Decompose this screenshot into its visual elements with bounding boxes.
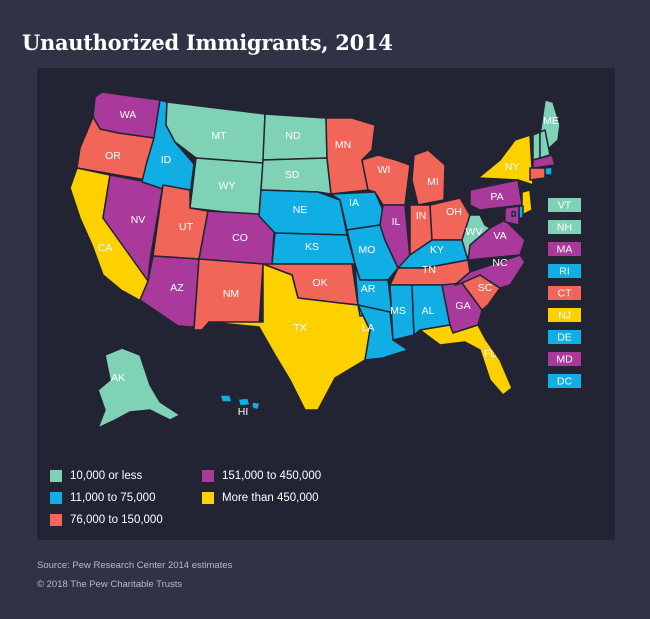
legend-swatch (202, 492, 214, 504)
state-label-hi: HI (238, 406, 249, 418)
state-tag-dc (548, 374, 581, 388)
legend-item: 11,000 to 75,000 (50, 492, 155, 504)
state-tag-ct (548, 286, 581, 300)
state-label-pa: PA (490, 191, 503, 203)
state-ri (544, 166, 553, 176)
state-tag-label-de: DE (557, 331, 572, 343)
legend-label: 76,000 to 150,000 (70, 514, 163, 526)
source-note: Source: Pew Research Center 2014 estimat… (37, 560, 233, 571)
state-label-al: AL (422, 305, 435, 317)
legend-label: 10,000 or less (70, 470, 143, 482)
state-label-mi: MI (427, 176, 439, 188)
state-label-ak: AK (111, 372, 125, 384)
legend-label: More than 450,000 (222, 492, 319, 504)
state-tag-nh (548, 220, 581, 234)
state-tag-de (548, 330, 581, 344)
state-label-tn: TN (422, 264, 436, 276)
state-label-la: LA (362, 322, 375, 334)
legend-item: 151,000 to 450,000 (202, 470, 321, 482)
legend-swatch (202, 470, 214, 482)
legend-swatch (50, 514, 62, 526)
state-tag-label-dc: DC (557, 375, 573, 387)
state-tag-label-ma: MA (557, 243, 573, 255)
state-tag-label-vt: VT (558, 199, 572, 211)
state-tag-label-md: MD (556, 353, 573, 365)
state-hi (219, 394, 261, 411)
state-label-ks: KS (305, 241, 319, 253)
state-fl (419, 324, 513, 396)
state-vt (532, 131, 541, 161)
state-dc (511, 211, 516, 217)
state-label-mn: MN (335, 139, 351, 151)
state-label-ny: NY (505, 161, 520, 173)
state-ct (529, 167, 546, 181)
state-tag-ma (548, 242, 581, 256)
state-tag-vt (548, 198, 581, 212)
legend-swatch (50, 492, 62, 504)
state-label-fl: FL (484, 348, 496, 360)
state-label-id: ID (161, 154, 172, 166)
state-label-ia: IA (349, 197, 359, 209)
state-label-wv: WV (466, 226, 483, 238)
state-label-ut: UT (179, 221, 194, 233)
state-ny (477, 134, 534, 186)
state-la (357, 304, 409, 361)
state-tag-label-ri: RI (559, 265, 570, 277)
state-label-nv: NV (131, 214, 146, 226)
state-tag-label-ct: CT (558, 287, 573, 299)
state-label-wi: WI (378, 164, 391, 176)
state-ma (532, 154, 556, 169)
state-label-nd: ND (285, 130, 301, 142)
state-label-ms: MS (390, 305, 406, 317)
state-label-il: IL (392, 216, 401, 228)
state-label-me: ME (543, 115, 559, 127)
state-label-sc: SC (478, 282, 493, 294)
state-ak (97, 347, 181, 429)
state-tag-md (548, 352, 581, 366)
state-label-or: OR (105, 150, 121, 162)
page-title: Unauthorized Immigrants, 2014 (22, 30, 393, 55)
state-label-mo: MO (359, 244, 376, 256)
state-label-oh: OH (446, 206, 462, 218)
state-label-mt: MT (211, 130, 227, 142)
state-tag-ri (548, 264, 581, 278)
legend-item: 76,000 to 150,000 (50, 514, 163, 526)
state-label-nm: NM (223, 288, 239, 300)
state-label-in: IN (416, 210, 427, 222)
state-label-wa: WA (120, 109, 137, 121)
state-tx (208, 263, 371, 411)
state-wv (461, 214, 491, 261)
legend-label: 11,000 to 75,000 (70, 492, 156, 504)
legend-swatch (50, 470, 62, 482)
state-label-ca: CA (98, 242, 113, 254)
copyright-note: © 2018 The Pew Charitable Trusts (37, 579, 183, 590)
state-tag-nj (548, 308, 581, 322)
state-label-ok: OK (312, 277, 327, 289)
state-label-ne: NE (293, 204, 308, 216)
state-label-az: AZ (170, 282, 184, 294)
state-label-co: CO (232, 232, 248, 244)
state-tag-label-nj: NJ (558, 309, 571, 321)
state-label-ar: AR (361, 283, 376, 295)
state-label-ga: GA (455, 300, 470, 312)
state-label-ky: KY (430, 244, 444, 256)
state-label-va: VA (493, 230, 506, 242)
state-label-sd: SD (285, 169, 300, 181)
state-sd (260, 157, 332, 195)
state-label-nc: NC (492, 257, 508, 269)
state-mi (411, 149, 446, 206)
state-label-tx: TX (293, 322, 306, 334)
state-pa (469, 179, 523, 211)
state-tag-label-nh: NH (557, 221, 572, 233)
legend-label: 151,000 to 450,000 (222, 470, 322, 482)
legend-item: More than 450,000 (202, 492, 319, 504)
state-label-wy: WY (219, 180, 236, 192)
legend-item: 10,000 or less (50, 470, 142, 482)
state-nc (454, 254, 526, 289)
